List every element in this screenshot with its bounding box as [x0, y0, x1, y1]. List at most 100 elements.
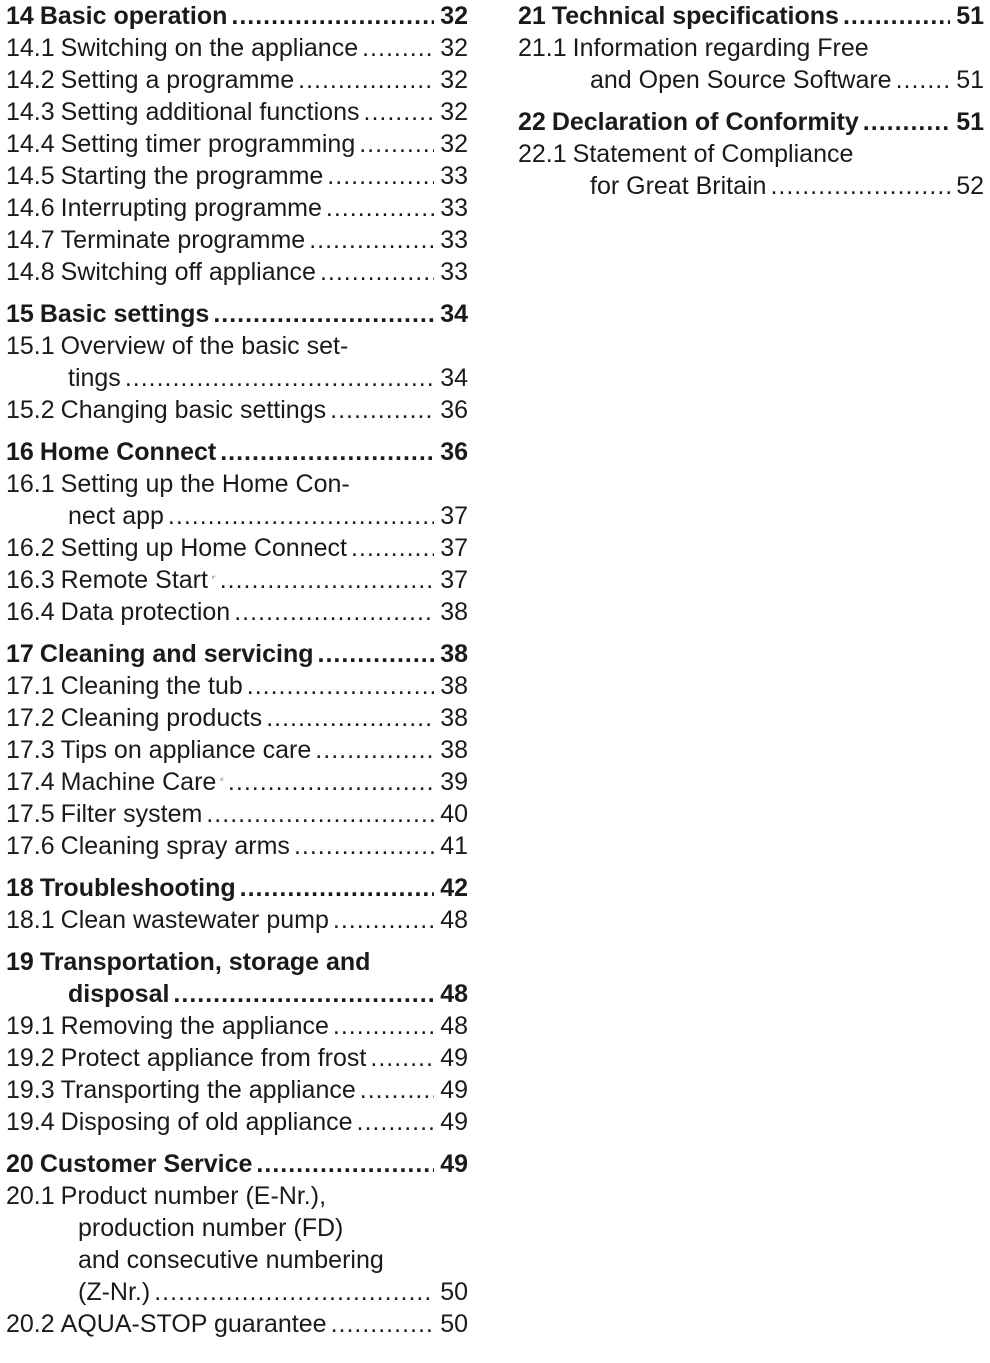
entry-line: 16.1 Setting up the Home Con- — [6, 468, 468, 500]
entry-title: (Z-Nr.) — [78, 1278, 151, 1306]
entry-number: 16.3 — [6, 566, 55, 594]
entry-number: 19.1 — [6, 1012, 55, 1040]
entry-title: Basic operation — [39, 2, 228, 30]
page-number: 33 — [440, 194, 468, 222]
page-number: 38 — [440, 736, 468, 764]
entry-number: 22.1 — [518, 140, 567, 168]
dot-leader — [357, 1106, 434, 1138]
entry-number: 16.2 — [6, 534, 55, 562]
page-number: 37 — [440, 566, 468, 594]
toc-entry[interactable]: 22.1 Statement of Compliance for Great Bri… — [518, 138, 984, 202]
dot-leader — [770, 170, 950, 202]
dot-leader — [220, 436, 434, 468]
entry-line: tings 34 — [6, 362, 468, 394]
entry-line: 22.1 Statement of Compliance — [518, 138, 984, 170]
entry-title: production number (FD) — [78, 1214, 344, 1242]
dot-leader — [331, 1308, 434, 1340]
entry-title: nect app — [68, 502, 164, 530]
page-number: 42 — [440, 874, 468, 902]
dot-leader — [294, 830, 434, 862]
page-number: 39 — [440, 768, 468, 796]
entry-title: Declaration of Conformity — [551, 108, 859, 136]
entry-title: tings — [68, 364, 121, 392]
remote-start-icon — [212, 575, 216, 579]
entry-line: 21.1 Information regarding Free — [518, 32, 984, 64]
dot-leader — [154, 1276, 434, 1308]
entry-title: Cleaning and servicing — [39, 640, 314, 668]
dot-leader — [228, 766, 434, 798]
entry-number: 14.7 — [6, 226, 55, 254]
entry-title: Technical specifications — [551, 2, 839, 30]
entry-number: 14.1 — [6, 34, 55, 62]
page-number: 48 — [440, 1012, 468, 1040]
dot-leader — [362, 32, 434, 64]
toc-entry[interactable]: 20.1 Product number (E-Nr.), production nu… — [6, 1180, 468, 1308]
page-number: 33 — [440, 258, 468, 286]
entry-title: Remote Start — [60, 566, 208, 594]
entry-line: nect app 37 — [6, 500, 468, 532]
entry-number: 15 — [6, 300, 34, 328]
page-number: 51 — [956, 108, 984, 136]
entry-title: Setting additional functions — [60, 98, 360, 126]
dot-leader — [320, 256, 434, 288]
page-number: 38 — [440, 598, 468, 626]
entry-number: 16.4 — [6, 598, 55, 626]
entry-number: 16 — [6, 438, 34, 466]
page-number: 49 — [440, 1076, 468, 1104]
dot-leader — [896, 64, 950, 96]
entry-title: Statement of Compliance — [572, 140, 854, 168]
page-number: 49 — [440, 1150, 468, 1178]
entry-number: 17.2 — [6, 704, 55, 732]
page-number: 48 — [440, 980, 468, 1008]
toc-entry[interactable]: 21.1 Information regarding Free and Open S… — [518, 32, 984, 96]
dot-leader — [863, 106, 950, 138]
entry-number: 15.1 — [6, 332, 55, 360]
page-number: 51 — [956, 66, 984, 94]
entry-title: Changing basic settings — [60, 396, 327, 424]
entry-title: Information regarding Free — [572, 34, 869, 62]
page-number: 38 — [440, 672, 468, 700]
page-number: 34 — [440, 300, 468, 328]
entry-number: 14.8 — [6, 258, 55, 286]
entry-title: Setting up Home Connect — [60, 534, 347, 562]
